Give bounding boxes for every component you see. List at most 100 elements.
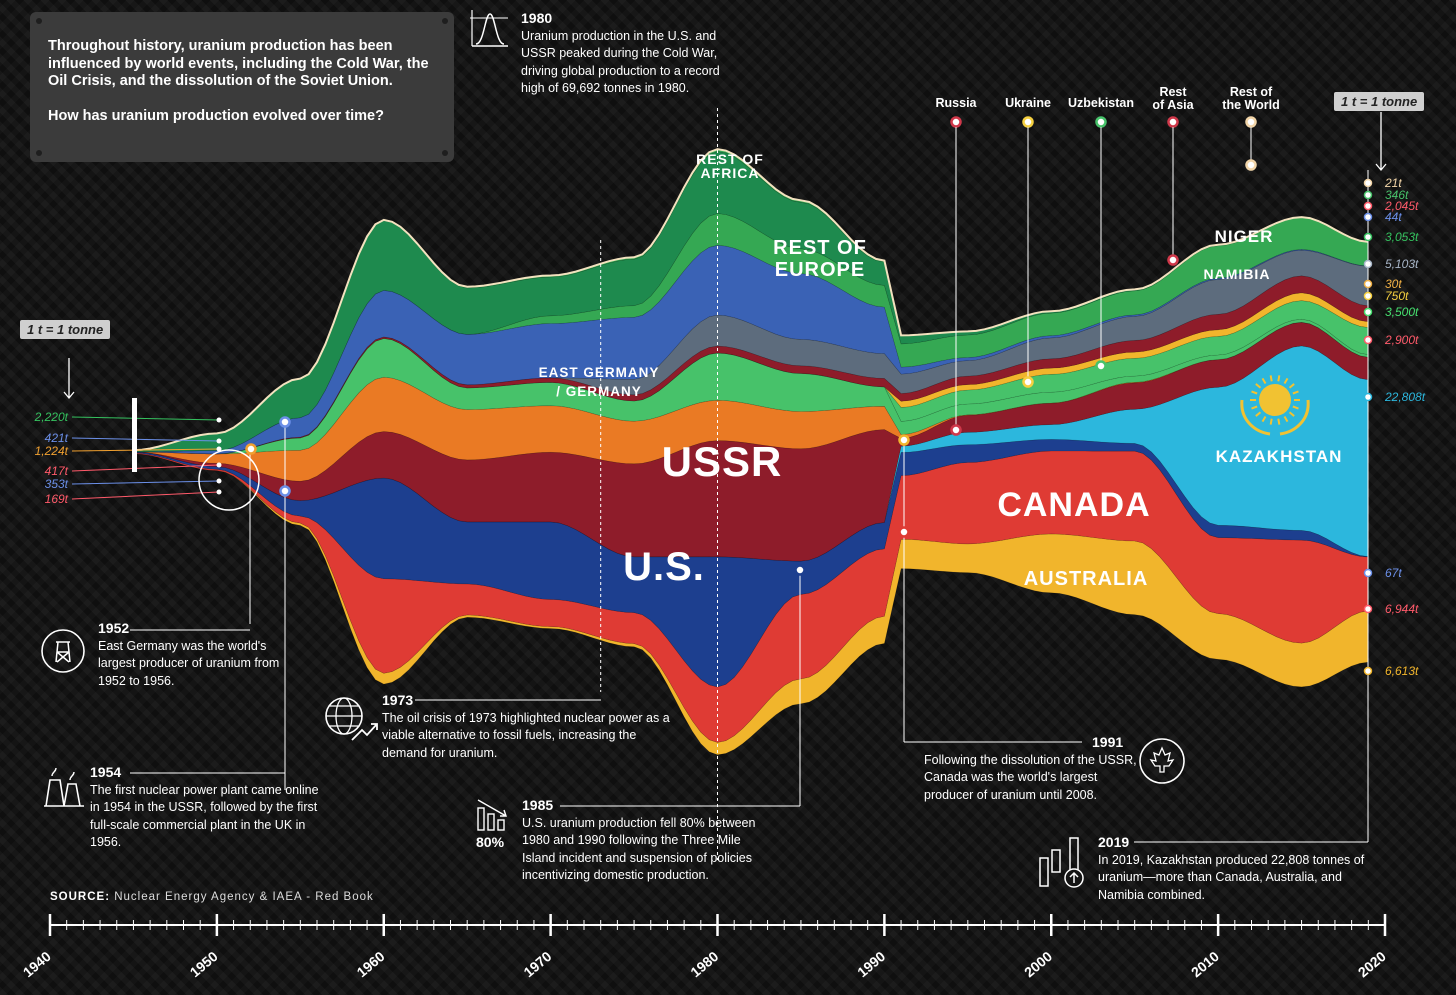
intro-box: Throughout history, uranium production h… bbox=[30, 12, 454, 162]
callout-dot-stream bbox=[1245, 159, 1257, 171]
x-tick-label: 2020 bbox=[1355, 948, 1389, 980]
decline-bars-icon bbox=[477, 799, 507, 831]
callout-label: Rest bbox=[1159, 85, 1187, 99]
stream-label-rest-of-africa-2: AFRICA bbox=[701, 165, 760, 181]
annotation-text: In 2019, Kazakhstan produced 22,808 tonn… bbox=[1098, 852, 1365, 902]
annotation-year: 1991 bbox=[1092, 734, 1124, 750]
start-value-label: 353t bbox=[45, 477, 69, 491]
dot-1952 bbox=[245, 443, 257, 455]
globe-icon bbox=[325, 697, 378, 741]
stream-label-rest-of-europe-2: EUROPE bbox=[775, 259, 865, 281]
callout-dot-stream bbox=[1095, 360, 1107, 372]
end-value-label: 67t bbox=[1385, 566, 1402, 580]
stream-label-namibia: NAMIBIA bbox=[1204, 266, 1271, 282]
start-value-label: 2,220t bbox=[34, 410, 69, 424]
dot-1985 bbox=[794, 564, 806, 576]
annotation-year: 1980 bbox=[521, 10, 553, 26]
x-tick-label: 2010 bbox=[1188, 948, 1222, 980]
end-value-label: 2,900t bbox=[1384, 333, 1419, 347]
callout-dot-stream bbox=[1022, 376, 1034, 388]
annotation-text: The first nuclear power plant came onlin… bbox=[90, 782, 319, 850]
stream-top-edge bbox=[133, 148, 1369, 452]
dot-1954-bottom bbox=[279, 485, 291, 497]
end-value-label: 44t bbox=[1385, 210, 1402, 224]
annotation-text: Uranium production in the U.S. and USSR … bbox=[521, 28, 720, 96]
start-value-label: 417t bbox=[45, 464, 69, 478]
stream-label-australia: AUSTRALIA bbox=[1024, 568, 1149, 590]
annotation-text: East Germany was the world's largest pro… bbox=[98, 638, 280, 688]
annotation-text: U.S. uranium production fell 80% between… bbox=[522, 815, 756, 883]
callout-label: Rest of bbox=[1230, 85, 1273, 99]
dot-1991-top bbox=[898, 434, 910, 446]
callout-dot-stream bbox=[1167, 254, 1179, 266]
tower-icon bbox=[41, 629, 85, 673]
end-value-label: 346t bbox=[1385, 188, 1409, 202]
annotation-year: 1954 bbox=[90, 764, 122, 780]
intro-question: How has uranium production evolved over … bbox=[48, 107, 384, 124]
intro-text: Throughout history, uranium production h… bbox=[48, 38, 429, 89]
end-value-label: 30t bbox=[1385, 277, 1402, 291]
start-value-label: 1,224t bbox=[35, 444, 69, 458]
scale-tag-left: 1 t = 1 tonne bbox=[20, 320, 111, 339]
end-value-label: 3,500t bbox=[1385, 305, 1419, 319]
stream-label-niger: NIGER bbox=[1215, 227, 1274, 246]
source-line: SOURCE: Nuclear Energy Agency & IAEA - R… bbox=[50, 891, 374, 903]
stream-layers bbox=[133, 148, 1369, 756]
callout-dot-top bbox=[1245, 116, 1257, 128]
bell-curve-icon bbox=[471, 10, 508, 47]
start-value-label: 421t bbox=[45, 431, 69, 445]
decline-badge: 80% bbox=[476, 834, 505, 850]
growth-bars-icon bbox=[1039, 837, 1084, 888]
kazakhstan-emblem bbox=[1240, 375, 1310, 436]
source-text: Nuclear Energy Agency & IAEA - Red Book bbox=[114, 891, 374, 903]
x-tick-label: 1960 bbox=[354, 948, 388, 980]
callout-label: Russia bbox=[936, 96, 978, 110]
annotation-text: The oil crisis of 1973 highlighted nucle… bbox=[382, 710, 670, 760]
x-tick-label: 1940 bbox=[20, 948, 54, 980]
source-label: SOURCE: bbox=[50, 891, 111, 903]
callout-dot-stream bbox=[950, 424, 962, 436]
dot-1991-bottom bbox=[898, 526, 910, 538]
stream-label-east-germany-1: EAST GERMANY bbox=[539, 365, 660, 380]
callout-label: Uzbekistan bbox=[1068, 96, 1134, 110]
end-value-label: 6,944t bbox=[1385, 602, 1419, 616]
stream-label-east-germany-2: / GERMANY bbox=[556, 384, 642, 399]
end-value-label: 3,053t bbox=[1385, 230, 1419, 244]
x-tick-label: 1970 bbox=[520, 948, 554, 980]
stream-overlays: USSR U.S. CANADA AUSTRALIA KAZAKHSTAN NIGER NA… bbox=[34, 17, 1426, 860]
annotation-2019: 2019 In 2019, Kazakhstan produced 22,808… bbox=[1098, 834, 1368, 904]
start-marker bbox=[132, 398, 137, 472]
callout-dot-top bbox=[1095, 116, 1107, 128]
stream-label-rest-of-europe-1: REST OF bbox=[773, 237, 867, 259]
x-tick-label: 1950 bbox=[187, 948, 221, 980]
end-value-label: 750t bbox=[1385, 289, 1409, 303]
callout-label: Ukraine bbox=[1005, 96, 1051, 110]
callout-dot-top bbox=[1167, 116, 1179, 128]
stream-label-canada: CANADA bbox=[997, 486, 1150, 524]
end-value-label: 2,045t bbox=[1384, 199, 1419, 213]
annotation-1991: 1991 Following the dissolution of the US… bbox=[924, 734, 1144, 804]
annotation-year: 1952 bbox=[98, 620, 130, 636]
x-axis: 1940 1950 1960 1970 1980 1990 2000 2010 2020 bbox=[20, 914, 1389, 980]
end-value-label: 6,613t bbox=[1385, 664, 1419, 678]
stream-label-kazakhstan: KAZAKHSTAN bbox=[1216, 447, 1343, 466]
callout-label: of Asia bbox=[1152, 98, 1194, 112]
x-tick-label: 1990 bbox=[854, 948, 888, 980]
annotation-1954: 1954 The first nuclear power plant came … bbox=[90, 764, 330, 852]
stream-label-us: U.S. bbox=[623, 545, 705, 589]
stream-label-ussr: USSR bbox=[662, 438, 783, 485]
x-tick-label: 2000 bbox=[1021, 948, 1055, 980]
end-value-label: 22,808t bbox=[1384, 390, 1426, 404]
callout-dot-top bbox=[1022, 116, 1034, 128]
x-tick-label: 1980 bbox=[687, 948, 721, 980]
dot-1954-top bbox=[279, 416, 291, 428]
callout-dot-top bbox=[950, 116, 962, 128]
zoom-circle bbox=[198, 449, 260, 511]
start-value-label: 169t bbox=[45, 492, 69, 506]
annotation-year: 2019 bbox=[1098, 834, 1130, 850]
annotation-1973: 1973 The oil crisis of 1973 highlighted … bbox=[382, 692, 672, 762]
annotation-1980: 1980 Uranium production in the U.S. and … bbox=[521, 10, 721, 98]
end-value-label: 5,103t bbox=[1385, 257, 1419, 271]
maple-leaf-icon bbox=[1139, 738, 1185, 784]
